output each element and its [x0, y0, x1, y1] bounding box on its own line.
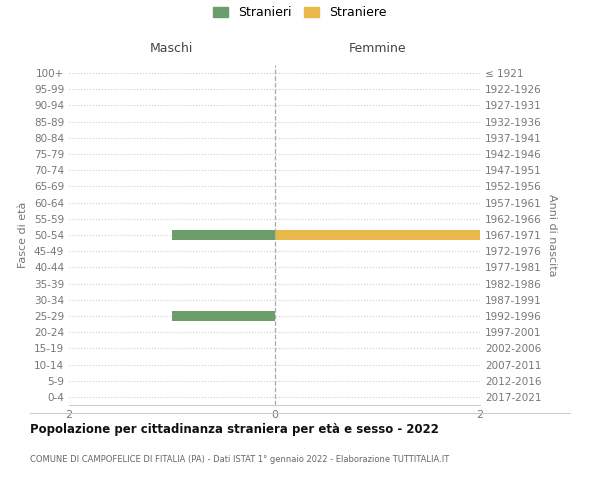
Bar [275, 230, 480, 240]
Bar [172, 310, 275, 321]
Y-axis label: Fasce di età: Fasce di età [19, 202, 28, 268]
Text: Maschi: Maschi [150, 42, 193, 55]
Y-axis label: Anni di nascita: Anni di nascita [547, 194, 557, 276]
Text: COMUNE DI CAMPOFELICE DI FITALIA (PA) - Dati ISTAT 1° gennaio 2022 - Elaborazion: COMUNE DI CAMPOFELICE DI FITALIA (PA) - … [30, 456, 449, 464]
Text: Popolazione per cittadinanza straniera per età e sesso - 2022: Popolazione per cittadinanza straniera p… [30, 422, 439, 436]
Bar [172, 230, 275, 240]
Text: Femmine: Femmine [349, 42, 406, 55]
Legend: Stranieri, Straniere: Stranieri, Straniere [213, 6, 387, 19]
